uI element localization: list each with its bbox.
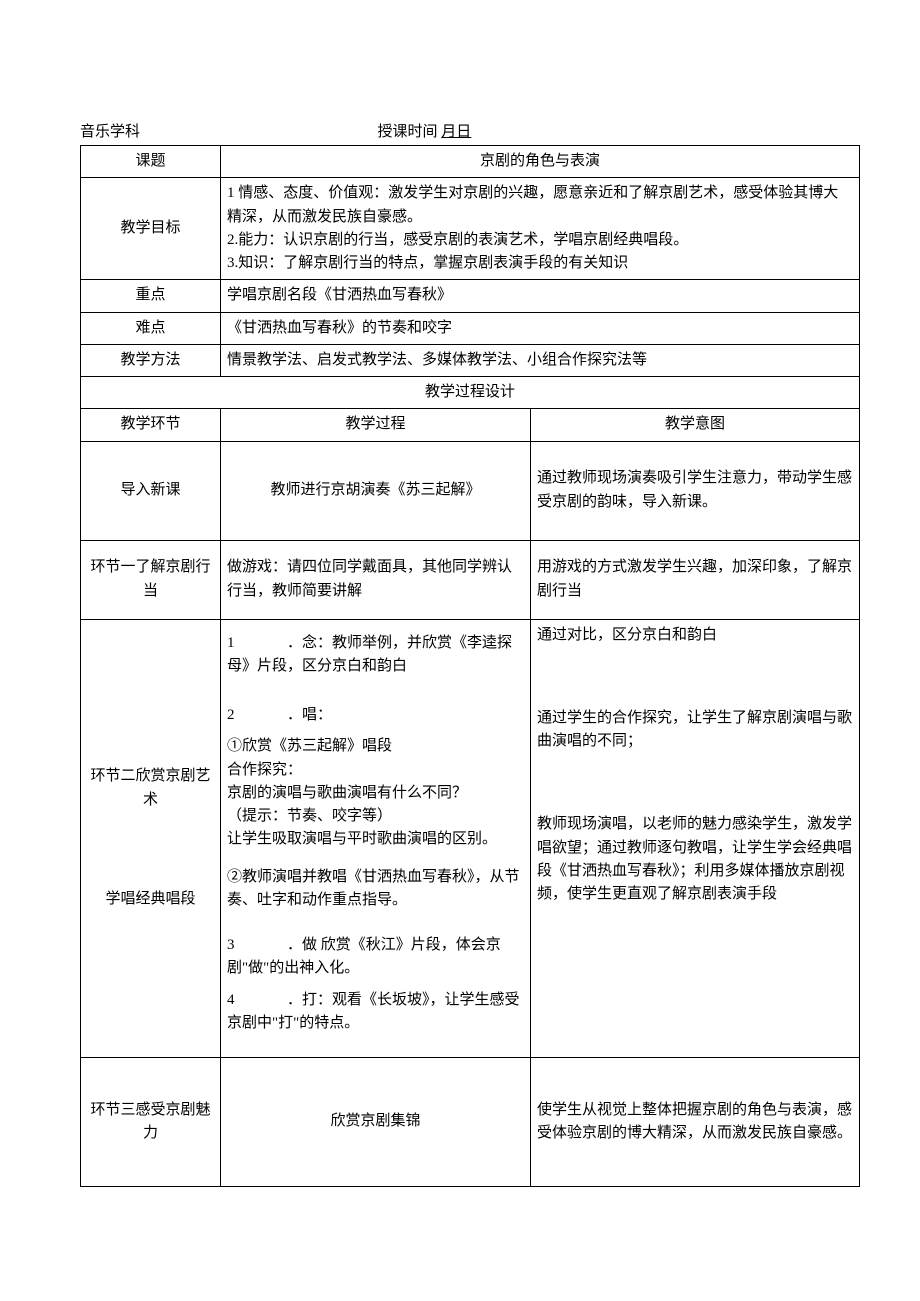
step-proc: 做游戏：请四位同学戴面具，其他同学辨认行当，教师简要讲解 — [221, 540, 531, 619]
proc-line: （提示：节奏、咬字等） — [227, 805, 524, 828]
table-row: 环节三感受京剧魅力 欣赏京剧集锦 使学生从视觉上整体把握京剧的角色与表演，感受体… — [81, 1058, 860, 1187]
col3-header: 教学意图 — [531, 409, 860, 441]
table-row: 课题 京剧的角色与表演 — [81, 146, 860, 178]
step-intent: 用游戏的方式激发学生兴趣，加深印象，了解京剧行当 — [531, 540, 860, 619]
step-proc: 教师进行京胡演奏《苏三起解》 — [221, 441, 531, 540]
intent-line: 通过学生的合作探究，让学生了解京剧演唱与歌曲演唱的不同； — [537, 707, 853, 754]
step-name: 环节一了解京剧行当 — [81, 540, 221, 619]
step-name: 导入新课 — [81, 441, 221, 540]
subject-label: 音乐学科 — [80, 124, 140, 140]
step-proc: 1．念：教师举例，并欣赏《李逵探母》片段，区分京白和韵白 2．唱： ①欣赏《苏三… — [221, 619, 531, 1058]
proc-line: 合作探究： — [227, 759, 524, 782]
proc-line: ①欣赏《苏三起解》唱段 — [227, 735, 524, 758]
lesson-plan-table: 课题 京剧的角色与表演 教学目标 1 情感、态度、价值观：激发学生对京剧的兴趣，… — [80, 145, 860, 1187]
step-intent: 使学生从视觉上整体把握京剧的角色与表演，感受体验京剧的博大精深，从而激发民族自豪… — [531, 1058, 860, 1187]
method-value: 情景教学法、启发式教学法、多媒体教学法、小组合作探究法等 — [221, 344, 860, 376]
step-name-b: 学唱经典唱段 — [87, 888, 214, 911]
table-row: 教学方法 情景教学法、启发式教学法、多媒体教学法、小组合作探究法等 — [81, 344, 860, 376]
focus-label: 重点 — [81, 280, 221, 312]
diff-value: 《甘洒热血写春秋》的节奏和咬字 — [221, 312, 860, 344]
goal-value: 1 情感、态度、价值观：激发学生对京剧的兴趣，愿意亲近和了解京剧艺术，感受体验其… — [221, 178, 860, 280]
method-label: 教学方法 — [81, 344, 221, 376]
intent-line: 教师现场演唱，以老师的魅力感染学生，激发学唱欲望；通过教师逐句教唱，让学生学会经… — [537, 813, 853, 906]
proc-line: 4．打：观看《长坂坡》，让学生感受京剧中"打"的特点。 — [227, 989, 524, 1036]
step-name: 环节二欣赏京剧艺术 学唱经典唱段 — [81, 619, 221, 1058]
proc-line: 1．念：教师举例，并欣赏《李逵探母》片段，区分京白和韵白 — [227, 632, 524, 679]
table-row: 教学目标 1 情感、态度、价值观：激发学生对京剧的兴趣，愿意亲近和了解京剧艺术，… — [81, 178, 860, 280]
time-label: 授课时间 — [378, 124, 438, 140]
intent-line: 通过对比，区分京白和韵白 — [537, 624, 853, 647]
diff-label: 难点 — [81, 312, 221, 344]
table-row: 环节二欣赏京剧艺术 学唱经典唱段 1．念：教师举例，并欣赏《李逵探母》片段，区分… — [81, 619, 860, 1058]
goal-label: 教学目标 — [81, 178, 221, 280]
table-row: 环节一了解京剧行当 做游戏：请四位同学戴面具，其他同学辨认行当，教师简要讲解 用… — [81, 540, 860, 619]
topic-value: 京剧的角色与表演 — [221, 146, 860, 178]
goal-line: 1 情感、态度、价值观：激发学生对京剧的兴趣，愿意亲近和了解京剧艺术，感受体验其… — [227, 182, 853, 229]
table-row: 难点 《甘洒热血写春秋》的节奏和咬字 — [81, 312, 860, 344]
proc-line: ②教师演唱并教唱《甘洒热血写春秋》，从节奏、吐字和动作重点指导。 — [227, 866, 524, 913]
topic-label: 课题 — [81, 146, 221, 178]
step-name-a: 环节二欣赏京剧艺术 — [87, 765, 214, 812]
proc-line: 京剧的演唱与歌曲演唱有什么不同？ — [227, 782, 524, 805]
goal-line: 3.知识：了解京剧行当的特点，掌握京剧表演手段的有关知识 — [227, 252, 853, 275]
proc-line: 让学生吸取演唱与平时歌曲演唱的区别。 — [227, 828, 524, 851]
table-row: 教学过程设计 — [81, 377, 860, 409]
step-intent: 通过对比，区分京白和韵白 通过学生的合作探究，让学生了解京剧演唱与歌曲演唱的不同… — [531, 619, 860, 1058]
goal-line: 2.能力：认识京剧的行当，感受京剧的表演艺术，学唱京剧经典唱段。 — [227, 229, 853, 252]
proc-line: 3．做 欣赏《秋江》片段，体会京剧"做"的出神入化。 — [227, 934, 524, 981]
step-intent: 通过教师现场演奏吸引学生注意力，带动学生感受京剧的韵味，导入新课。 — [531, 441, 860, 540]
step-name: 环节三感受京剧魅力 — [81, 1058, 221, 1187]
col1-header: 教学环节 — [81, 409, 221, 441]
col2-header: 教学过程 — [221, 409, 531, 441]
table-row: 教学环节 教学过程 教学意图 — [81, 409, 860, 441]
time-value: 月日 — [441, 124, 471, 140]
doc-header: 音乐学科 授课时间 月日 — [80, 120, 860, 141]
proc-line: 2．唱： — [227, 704, 524, 727]
design-header: 教学过程设计 — [81, 377, 860, 409]
step-proc: 欣赏京剧集锦 — [221, 1058, 531, 1187]
table-row: 导入新课 教师进行京胡演奏《苏三起解》 通过教师现场演奏吸引学生注意力，带动学生… — [81, 441, 860, 540]
table-row: 重点 学唱京剧名段《甘洒热血写春秋》 — [81, 280, 860, 312]
focus-value: 学唱京剧名段《甘洒热血写春秋》 — [221, 280, 860, 312]
